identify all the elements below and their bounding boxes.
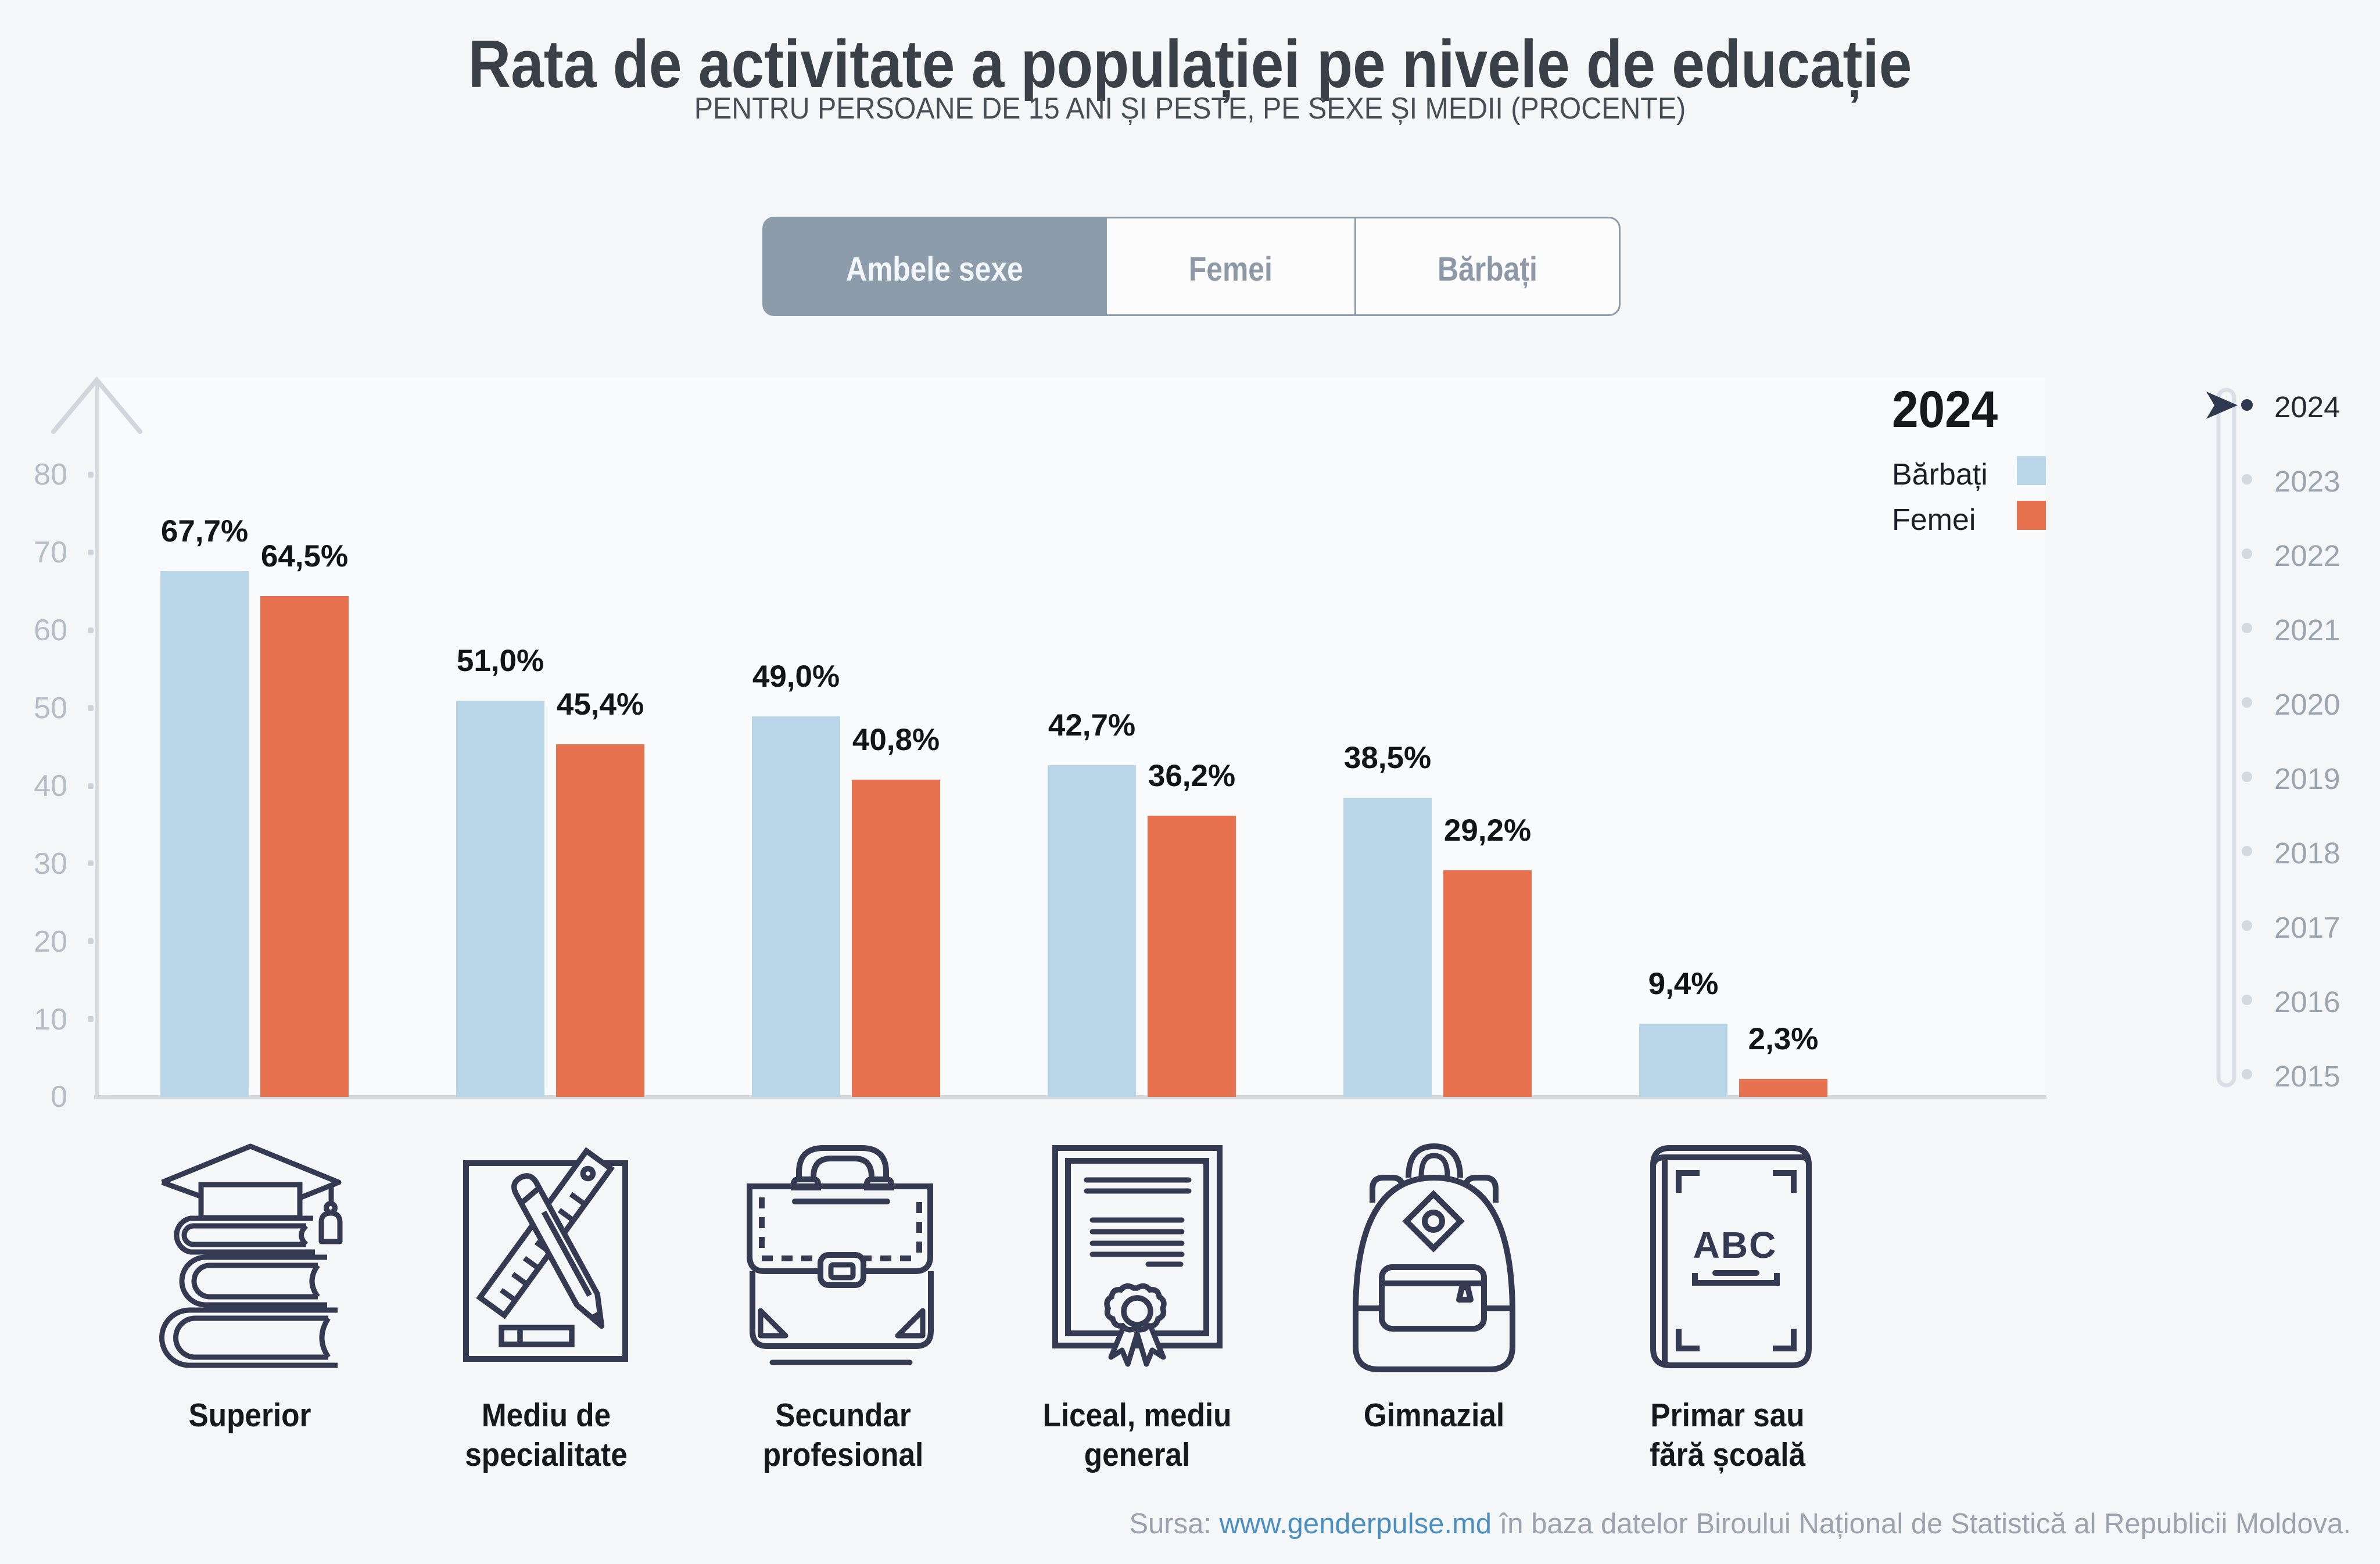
svg-text:ABC: ABC: [1693, 1224, 1777, 1266]
